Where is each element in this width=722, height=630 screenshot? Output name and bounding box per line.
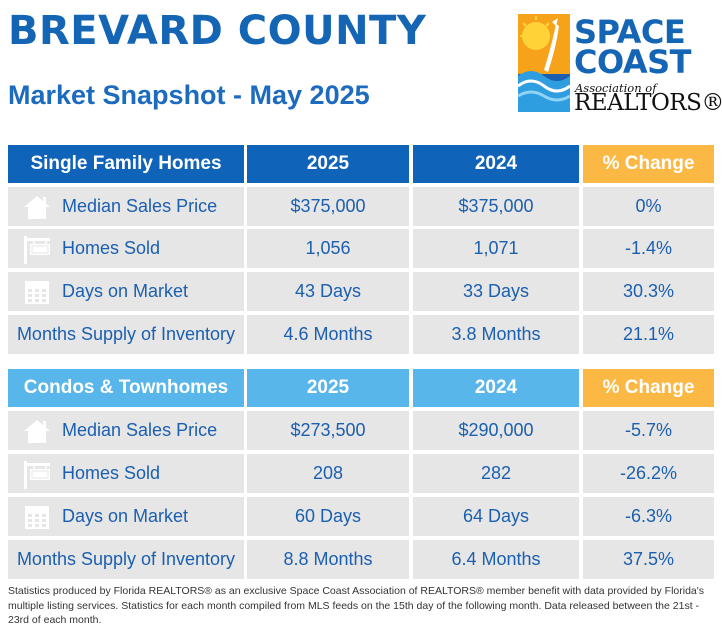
table-cell-current: 4.6 Months [247, 315, 409, 354]
column-header-2024: 2024 [413, 369, 579, 407]
row-label-text: Median Sales Price [62, 196, 218, 216]
house-icon [20, 191, 54, 223]
table-row-label: Homes Sold [8, 229, 244, 268]
table-cell-change: -26.2% [583, 454, 714, 493]
table-cell-current: 1,056 [247, 229, 409, 268]
calendar-icon [20, 501, 54, 533]
row-label-text: Homes Sold [62, 238, 161, 258]
table-cell-current: $273,500 [247, 411, 409, 450]
table-cell-current: 43 Days [247, 272, 409, 311]
space-coast-realtors-logo: SPACE COAST Association of REALTORS® [518, 13, 722, 116]
table-row-label: Median Sales Price [8, 411, 244, 450]
table-row-label: Days on Market [8, 272, 244, 311]
table-cell-previous: $290,000 [413, 411, 579, 450]
logo-space-text: SPACE [574, 13, 686, 51]
table-cell-current: $375,000 [247, 187, 409, 226]
column-header-2025: 2025 [247, 369, 409, 407]
section-heading-single-family: Single Family Homes [8, 145, 244, 183]
table-cell-previous: 282 [413, 454, 579, 493]
table-cell-current: 8.8 Months [247, 540, 409, 579]
table-row-label: Homes Sold [8, 454, 244, 493]
table-row-label: Days on Market [8, 497, 244, 536]
column-header-2025: 2025 [247, 145, 409, 183]
sold-sign-icon [20, 458, 54, 490]
row-label-text: Homes Sold [62, 463, 161, 483]
table-row-label: Median Sales Price [8, 187, 244, 226]
logo-emblem-icon [518, 14, 570, 112]
table-cell-current: 60 Days [247, 497, 409, 536]
table-cell-change: 21.1% [583, 315, 714, 354]
house-icon [20, 415, 54, 447]
row-label-text: Days on Market [62, 281, 189, 301]
table-cell-current: 208 [247, 454, 409, 493]
section-heading-condos: Condos & Townhomes [8, 369, 244, 407]
row-label-text: Days on Market [62, 506, 189, 526]
table-cell-previous: $375,000 [413, 187, 579, 226]
table-row-label: Months Supply of Inventory [8, 315, 244, 354]
table-row-label: Months Supply of Inventory [8, 540, 244, 579]
table-cell-previous: 33 Days [413, 272, 579, 311]
table-cell-change: 0% [583, 187, 714, 226]
table-cell-previous: 3.8 Months [413, 315, 579, 354]
row-label-text: Months Supply of Inventory [16, 324, 236, 344]
sold-sign-icon [20, 233, 54, 265]
table-cell-change: -6.3% [583, 497, 714, 536]
row-label-text: Median Sales Price [62, 420, 218, 440]
logo-association-text: Association of [575, 81, 657, 95]
table-cell-previous: 1,071 [413, 229, 579, 268]
row-label-text: Months Supply of Inventory [16, 549, 236, 569]
logo-coast-text: COAST [574, 43, 691, 81]
table-cell-previous: 6.4 Months [413, 540, 579, 579]
calendar-icon [20, 276, 54, 308]
column-header-change: % Change [583, 145, 714, 183]
page-title: BREVARD COUNTY [8, 8, 427, 54]
table-cell-change: -5.7% [583, 411, 714, 450]
table-cell-previous: 64 Days [413, 497, 579, 536]
table-cell-change: 30.3% [583, 272, 714, 311]
footnote: Statistics produced by Florida REALTORS®… [8, 585, 705, 626]
page-subtitle: Market Snapshot - May 2025 [8, 80, 370, 110]
table-cell-change: 37.5% [583, 540, 714, 579]
column-header-2024: 2024 [413, 145, 579, 183]
logo-realtors-text: REALTORS® [574, 90, 722, 116]
table-cell-change: -1.4% [583, 229, 714, 268]
column-header-change: % Change [583, 369, 714, 407]
